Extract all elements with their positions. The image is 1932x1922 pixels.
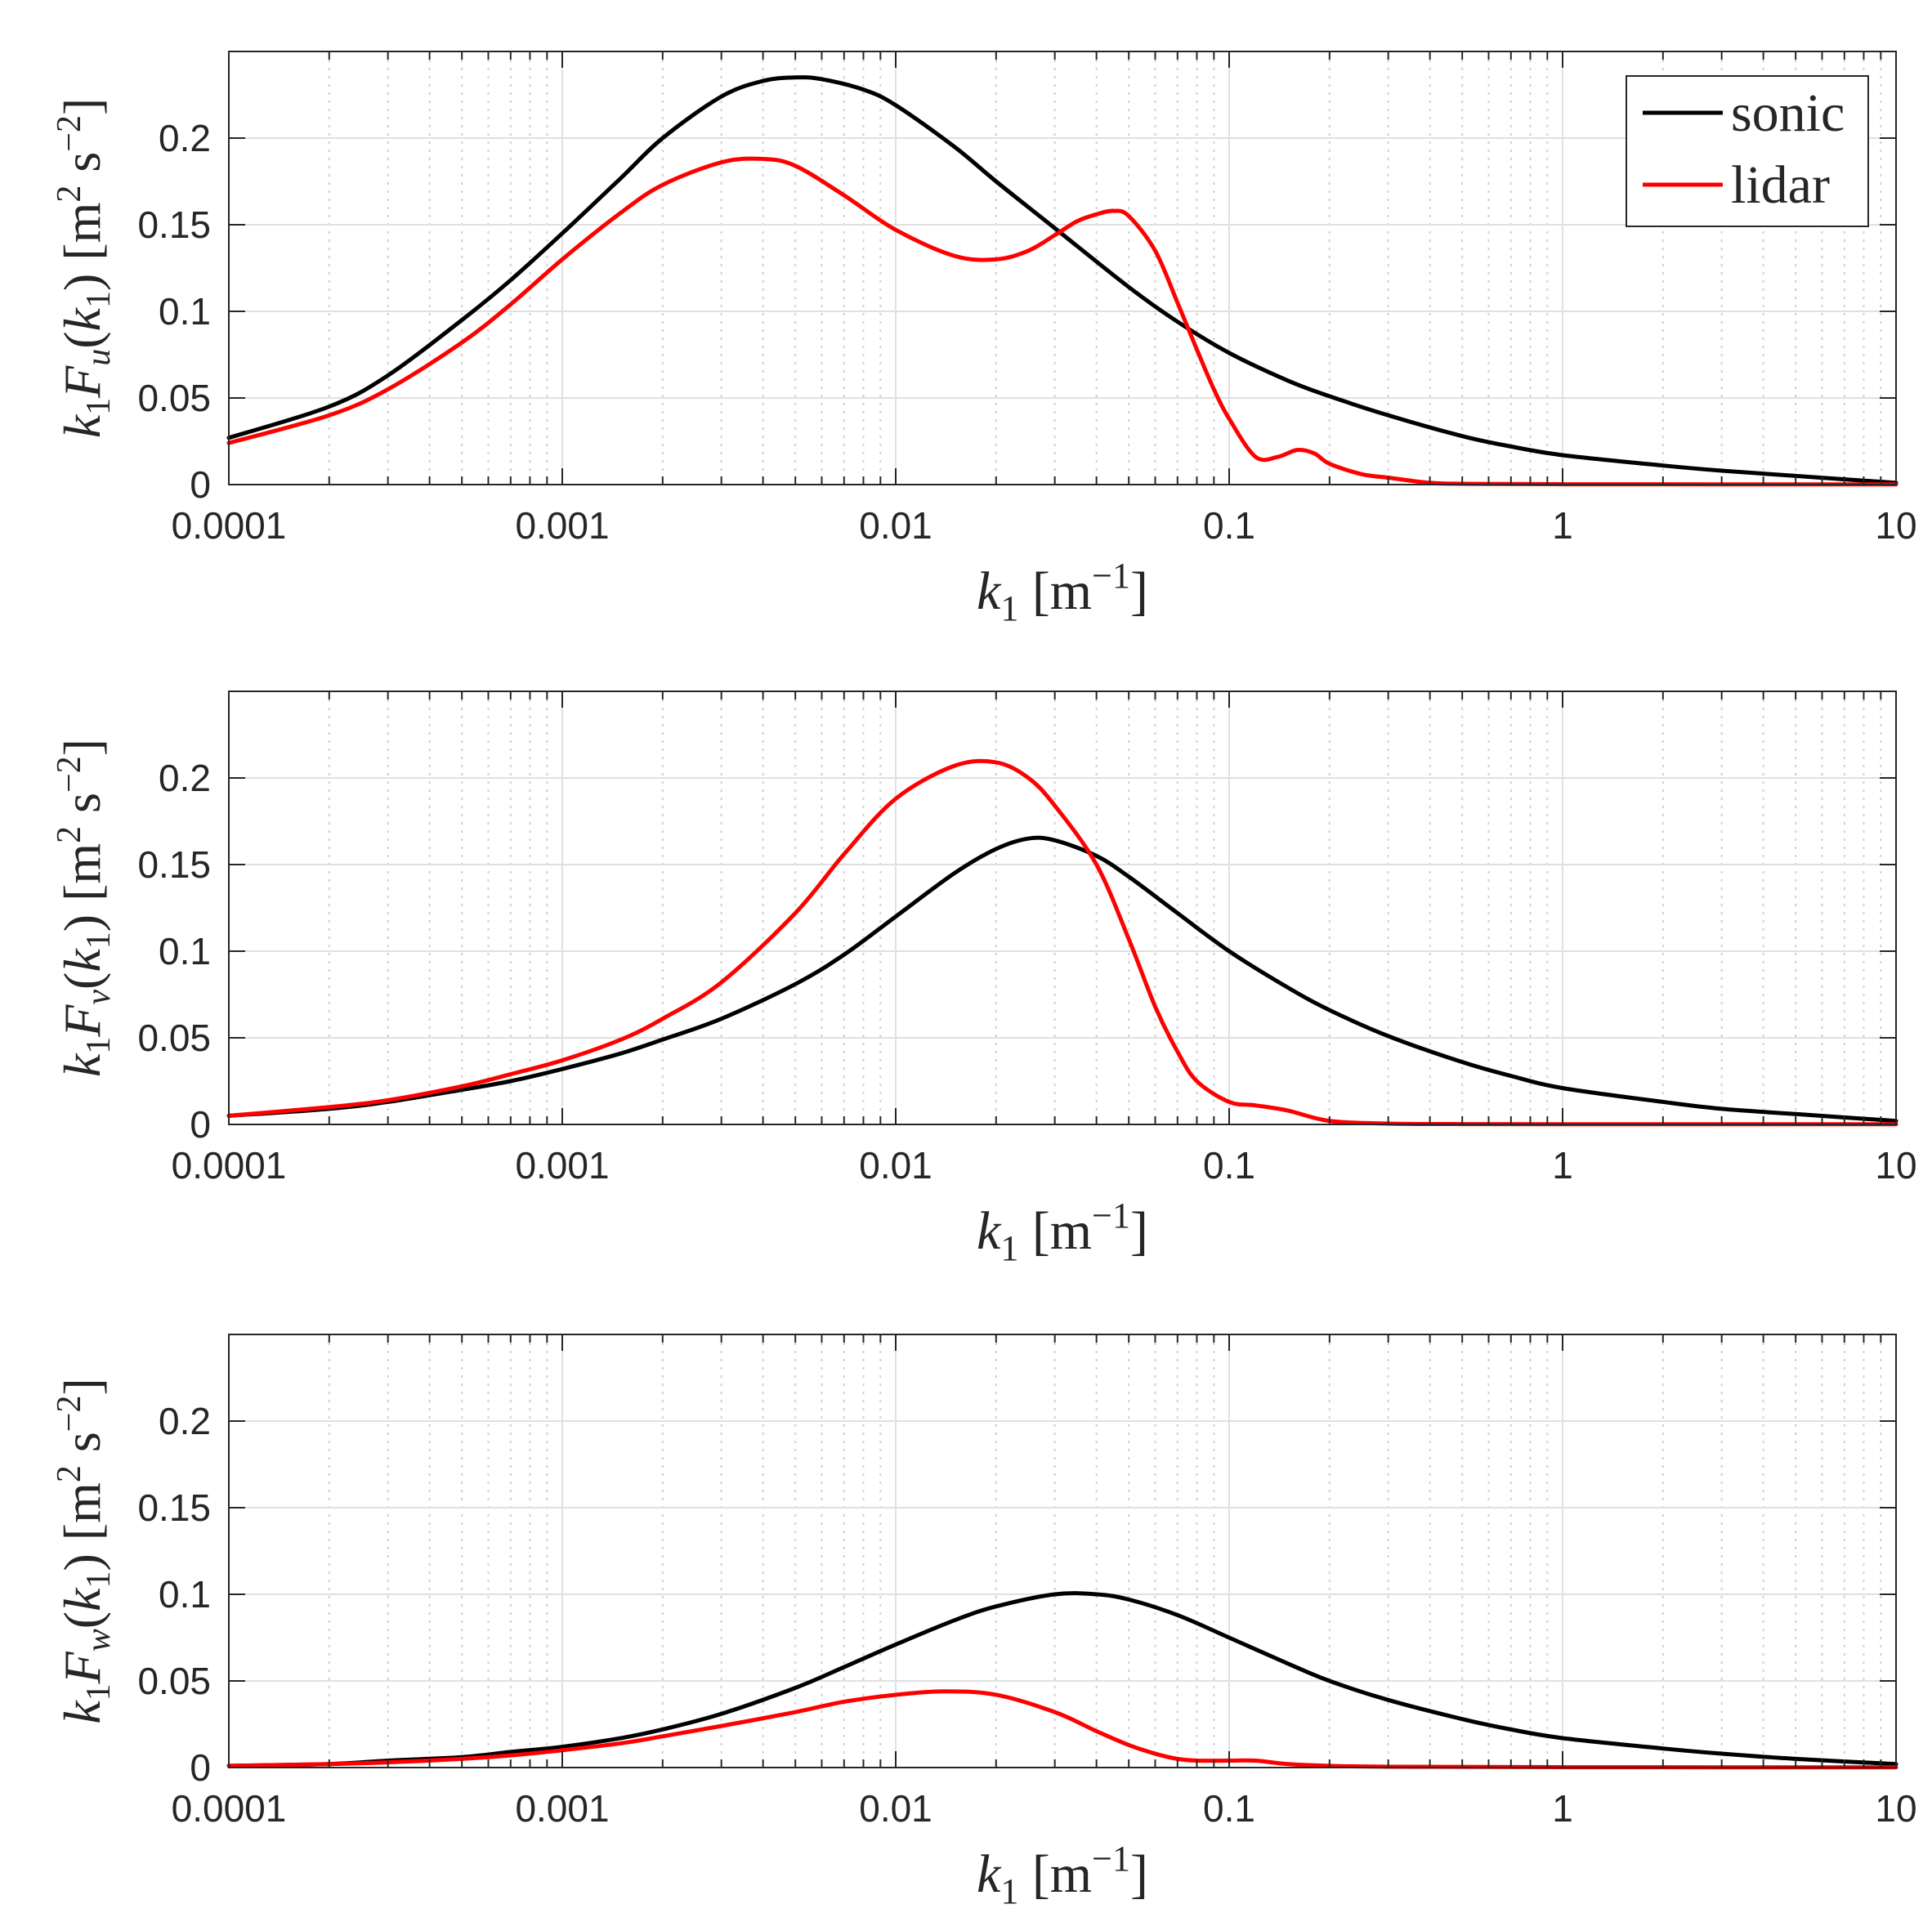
legend-label-lidar: lidar [1731,155,1830,215]
panel-u-lines [226,75,1898,487]
panel-w-y-tick-label: 0.05 [137,1660,211,1702]
panel-w-y-tick-label: 0.2 [159,1400,211,1442]
panel-u-x-tick-label: 0.001 [515,504,609,547]
panel-u-x-tick-label: 10 [1875,504,1916,547]
panel-u-y-tick-label: 0 [190,463,211,506]
panel-u-axes-box [228,51,1897,485]
panel-w-axes-box [228,1334,1897,1768]
panel-v-lines [226,758,1898,1127]
panel-u-y-tick-label: 0.2 [159,117,211,159]
panel-v-y-tick-label: 0.15 [137,843,211,886]
panel-w-y-tick-label: 0 [190,1746,211,1789]
panel-w-ticks: 0.0001 0.001 0.01 0.1 1 10 0 0.05 0.1 0.15 0.2 [137,1334,1917,1830]
panel-w-lines [226,1591,1898,1770]
panel-v-line-lidar [226,758,1898,1127]
panel-v-ticks: 0.0001 0.001 0.01 0.1 1 10 0 0.05 0.1 0.15 0.2 [137,691,1917,1187]
panel-w-x-tick-label: 0.1 [1203,1787,1255,1830]
panel-u-x-tick-label: 0.01 [859,504,932,547]
panel-u-y-tick-label: 0.1 [159,290,211,333]
panel-v-x-tick-label: 0.0001 [172,1144,287,1187]
legend: sonic lidar [1626,75,1869,227]
panel-u-x-tick-label: 1 [1552,504,1573,547]
panel-v-axes-box [228,691,1897,1125]
panel-w-y-tick-label: 0.15 [137,1486,211,1529]
panel-v: 0.0001 0.001 0.01 0.1 1 10 0 0.05 0.1 0.15 0.2 k1 … [51,691,1917,1268]
panel-w-x-tick-label: 0.001 [515,1787,609,1830]
legend-box [1626,75,1869,227]
panel-u-line-lidar [226,156,1898,487]
panel-u-x-tick-label: 0.1 [1203,504,1255,547]
panel-v-line-sonic [226,835,1898,1124]
panel-u-xlabel: k1 [m−1] [977,556,1148,628]
panel-w-line-lidar [226,1689,1898,1770]
panel-v-y-tick-label: 0.2 [159,757,211,799]
panel-u-y-tick-label: 0.05 [137,377,211,419]
panel-v-y-tick-label: 0.1 [159,930,211,972]
panel-v-xlabel: k1 [m−1] [977,1196,1148,1268]
panel-w-y-tick-label: 0.1 [159,1573,211,1616]
panel-u-x-tick-label: 0.0001 [172,504,287,547]
panel-u-ticks: 0.0001 0.001 0.01 0.1 1 10 0 0.05 0.1 0.15 0.2 [137,51,1917,547]
panel-u-y-tick-label: 0.15 [137,203,211,246]
panel-u: 0.0001 0.001 0.01 0.1 1 10 0 0.05 0.1 0.15 0.2 k1 … [51,51,1917,628]
panel-w-line-sonic [226,1591,1898,1768]
panel-v-y-tick-label: 0.05 [137,1017,211,1059]
panel-v-x-tick-label: 1 [1552,1144,1573,1187]
panel-u-line-sonic [226,75,1898,485]
panel-v-x-tick-label: 0.1 [1203,1144,1255,1187]
panel-w-x-tick-label: 0.0001 [172,1787,287,1830]
panel-w-ylabel: k1Fw(k1) [m2 s−2] [51,1378,118,1724]
panel-v-ylabel: k1Fv(k1) [m2 s−2] [51,739,118,1077]
legend-label-sonic: sonic [1731,83,1845,143]
panel-v-x-tick-label: 0.001 [515,1144,609,1187]
panel-u-ylabel: k1Fu(k1) [m2 s−2] [51,98,118,439]
panel-w: 0.0001 0.001 0.01 0.1 1 10 0 0.05 0.1 0.15 0.2 k1 … [51,1334,1917,1911]
panel-v-y-tick-label: 0 [190,1103,211,1146]
panel-w-xlabel: k1 [m−1] [977,1839,1148,1911]
panel-v-x-tick-label: 0.01 [859,1144,932,1187]
panel-w-x-tick-label: 10 [1875,1787,1916,1830]
panel-w-x-tick-label: 1 [1552,1787,1573,1830]
panel-w-x-tick-label: 0.01 [859,1787,932,1830]
panel-v-x-tick-label: 10 [1875,1144,1916,1187]
